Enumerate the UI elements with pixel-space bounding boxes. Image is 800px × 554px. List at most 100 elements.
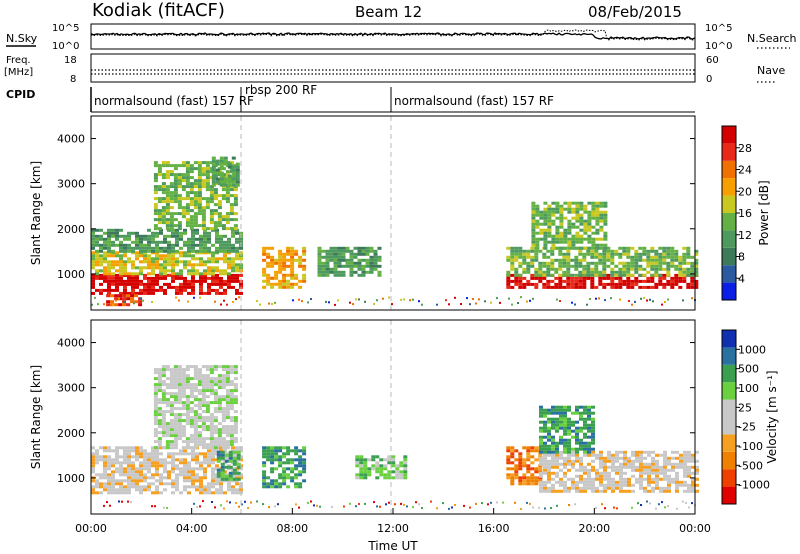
heatmap-cell <box>119 455 123 459</box>
heatmap-cell <box>179 260 183 264</box>
heatmap-cell <box>302 467 307 471</box>
heatmap-cell <box>183 240 187 244</box>
heatmap-cell <box>278 264 283 268</box>
heatmap-cell <box>213 419 218 423</box>
heatmap-cell <box>193 206 198 210</box>
heatmap-cell <box>626 261 631 265</box>
heatmap-cell <box>155 288 159 292</box>
heatmap-cell <box>151 473 155 477</box>
heatmap-cell <box>175 243 179 247</box>
noise-cell <box>313 504 315 507</box>
heatmap-cell <box>531 219 536 223</box>
heatmap-cell <box>167 473 171 477</box>
heatmap-cell <box>189 167 194 171</box>
heatmap-cell <box>282 452 287 456</box>
heatmap-cell <box>687 465 691 469</box>
noise-cell <box>364 300 366 303</box>
heatmap-cell <box>197 383 202 387</box>
heatmap-cell <box>349 261 354 265</box>
noise-cell <box>274 505 276 508</box>
heatmap-cell <box>173 179 178 183</box>
heatmap-cell <box>153 434 158 438</box>
heatmap-cell <box>302 464 307 468</box>
heatmap-cell <box>595 237 600 241</box>
heatmap-cell <box>555 447 559 451</box>
heatmap-cell <box>169 383 174 387</box>
heatmap-cell <box>139 291 143 295</box>
heatmap-cell <box>298 255 303 259</box>
heatmap-cell <box>654 282 659 286</box>
heatmap-cell <box>107 491 111 495</box>
noise-cell <box>124 301 126 304</box>
heatmap-cell <box>666 282 671 286</box>
heatmap-cell <box>165 188 170 192</box>
heatmap-cell <box>567 423 571 427</box>
heatmap-cell <box>201 218 206 222</box>
noise-cell <box>574 303 576 306</box>
heatmap-cell <box>203 237 207 241</box>
heatmap-cell <box>627 480 631 484</box>
heatmap-cell <box>185 443 190 447</box>
heatmap-cell <box>219 276 223 280</box>
heatmap-cell <box>690 264 695 268</box>
heatmap-cell <box>179 282 183 286</box>
heatmap-cell <box>227 240 231 244</box>
heatmap-cell <box>377 270 382 274</box>
heatmap-cell <box>278 252 283 256</box>
heatmap-cell <box>373 267 378 271</box>
heatmap-cell <box>559 441 563 445</box>
heatmap-cell <box>193 161 198 165</box>
noise-cell <box>529 502 531 505</box>
heatmap-cell <box>371 455 376 459</box>
heatmap-cell <box>185 185 190 189</box>
heatmap-cell <box>143 449 147 453</box>
heatmap-cell <box>115 446 119 450</box>
heatmap-cell <box>583 471 587 475</box>
heatmap-cell <box>619 474 623 478</box>
heatmap-cell <box>566 270 571 274</box>
heatmap-cell <box>173 416 178 420</box>
heatmap-cell <box>183 251 187 255</box>
noise-cell <box>595 507 597 510</box>
heatmap-cell <box>163 282 167 286</box>
heatmap-cell <box>91 237 95 241</box>
heatmap-cell <box>153 185 158 189</box>
heatmap-cell <box>595 219 600 223</box>
heatmap-cell <box>95 473 99 477</box>
heatmap-cell <box>586 261 591 265</box>
heatmap-cell <box>231 246 235 250</box>
heatmap-cell <box>666 267 671 271</box>
heatmap-cell <box>115 288 119 292</box>
heatmap-cell <box>674 258 679 262</box>
heatmap-cell <box>682 258 687 262</box>
heatmap-cell <box>282 446 287 450</box>
x-tick-label: 16:00 <box>478 522 510 535</box>
heatmap-cell <box>155 470 159 474</box>
heatmap-cell <box>193 374 198 378</box>
heatmap-cell <box>543 408 547 412</box>
heatmap-cell <box>147 461 151 465</box>
heatmap-cell <box>169 227 174 231</box>
y-tick-label: 3000 <box>57 382 85 395</box>
heatmap-cell <box>179 237 183 241</box>
heatmap-cell <box>177 413 182 417</box>
heatmap-cell <box>575 435 579 439</box>
heatmap-cell <box>543 453 547 457</box>
heatmap-cell <box>147 257 151 261</box>
heatmap-cell <box>107 243 111 247</box>
heatmap-cell <box>539 489 543 493</box>
heatmap-cell <box>199 452 203 456</box>
heatmap-cell <box>235 279 239 283</box>
heatmap-cell <box>534 282 539 286</box>
heatmap-cell <box>205 173 210 177</box>
heatmap-cell <box>270 485 275 489</box>
heatmap-cell <box>163 288 167 292</box>
heatmap-cell <box>353 246 358 250</box>
heatmap-cell <box>165 173 170 177</box>
heatmap-cell <box>538 276 543 280</box>
heatmap-cell <box>205 365 210 369</box>
heatmap-cell <box>595 468 599 472</box>
heatmap-cell <box>155 485 159 489</box>
heatmap-cell <box>185 380 190 384</box>
